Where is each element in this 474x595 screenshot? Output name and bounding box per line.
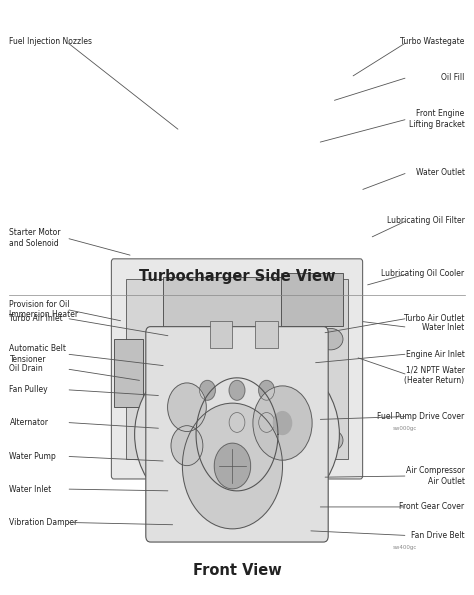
Ellipse shape <box>135 342 339 527</box>
Circle shape <box>259 380 274 400</box>
Ellipse shape <box>319 328 343 350</box>
Text: Water Inlet: Water Inlet <box>422 322 465 332</box>
Text: Turbocharger Side View: Turbocharger Side View <box>139 269 335 284</box>
Text: sw400gc: sw400gc <box>393 546 417 550</box>
FancyBboxPatch shape <box>111 259 363 479</box>
Text: Water Pump: Water Pump <box>9 452 56 461</box>
Bar <box>163 277 299 352</box>
Text: Provision for Oil
Immersion Heater: Provision for Oil Immersion Heater <box>9 300 79 319</box>
Text: Fan Pulley: Fan Pulley <box>9 385 48 394</box>
Circle shape <box>229 412 245 433</box>
Text: Fuel Pump Drive Cover: Fuel Pump Drive Cover <box>377 412 465 421</box>
Text: Turbo Air Outlet: Turbo Air Outlet <box>404 314 465 323</box>
Circle shape <box>168 383 206 431</box>
Text: Engine Air Inlet: Engine Air Inlet <box>406 349 465 359</box>
Text: Front View: Front View <box>192 562 282 578</box>
Text: Fuel Injection Nozzles: Fuel Injection Nozzles <box>9 37 92 46</box>
Text: sw000gc: sw000gc <box>393 427 417 431</box>
Circle shape <box>253 386 312 460</box>
Circle shape <box>229 380 245 400</box>
Text: Fan Drive Belt: Fan Drive Belt <box>411 531 465 540</box>
FancyBboxPatch shape <box>146 327 328 542</box>
Bar <box>126 279 348 459</box>
Bar <box>282 273 343 326</box>
Circle shape <box>182 403 283 529</box>
Text: Air Compressor
Air Outlet: Air Compressor Air Outlet <box>406 466 465 486</box>
Text: Lubricating Oil Filter: Lubricating Oil Filter <box>387 215 465 225</box>
Text: Turbo Air Inlet: Turbo Air Inlet <box>9 314 63 323</box>
Text: Vibration Damper: Vibration Damper <box>9 518 78 527</box>
Circle shape <box>214 443 251 489</box>
Text: Water Inlet: Water Inlet <box>9 484 52 494</box>
Text: Front Gear Cover: Front Gear Cover <box>400 502 465 512</box>
Ellipse shape <box>319 430 343 451</box>
Text: Automatic Belt
Tensioner: Automatic Belt Tensioner <box>9 345 66 364</box>
Circle shape <box>273 412 292 434</box>
Circle shape <box>200 380 215 400</box>
Text: Starter Motor
and Solenoid: Starter Motor and Solenoid <box>9 228 61 248</box>
Bar <box>255 321 278 349</box>
Text: Oil Drain: Oil Drain <box>9 364 43 374</box>
Circle shape <box>259 412 274 433</box>
Text: Oil Fill: Oil Fill <box>441 73 465 82</box>
Bar <box>114 339 143 408</box>
Bar <box>210 321 232 349</box>
Text: Alternator: Alternator <box>9 418 48 427</box>
Text: Front Engine
Lifting Bracket: Front Engine Lifting Bracket <box>409 109 465 129</box>
Text: Water Outlet: Water Outlet <box>416 168 465 177</box>
Text: 1/2 NPTF Water
(Heater Return): 1/2 NPTF Water (Heater Return) <box>404 365 465 384</box>
Circle shape <box>171 425 203 466</box>
Text: Lubricating Oil Cooler: Lubricating Oil Cooler <box>382 269 465 278</box>
Text: Turbo Wastegate: Turbo Wastegate <box>400 37 465 46</box>
